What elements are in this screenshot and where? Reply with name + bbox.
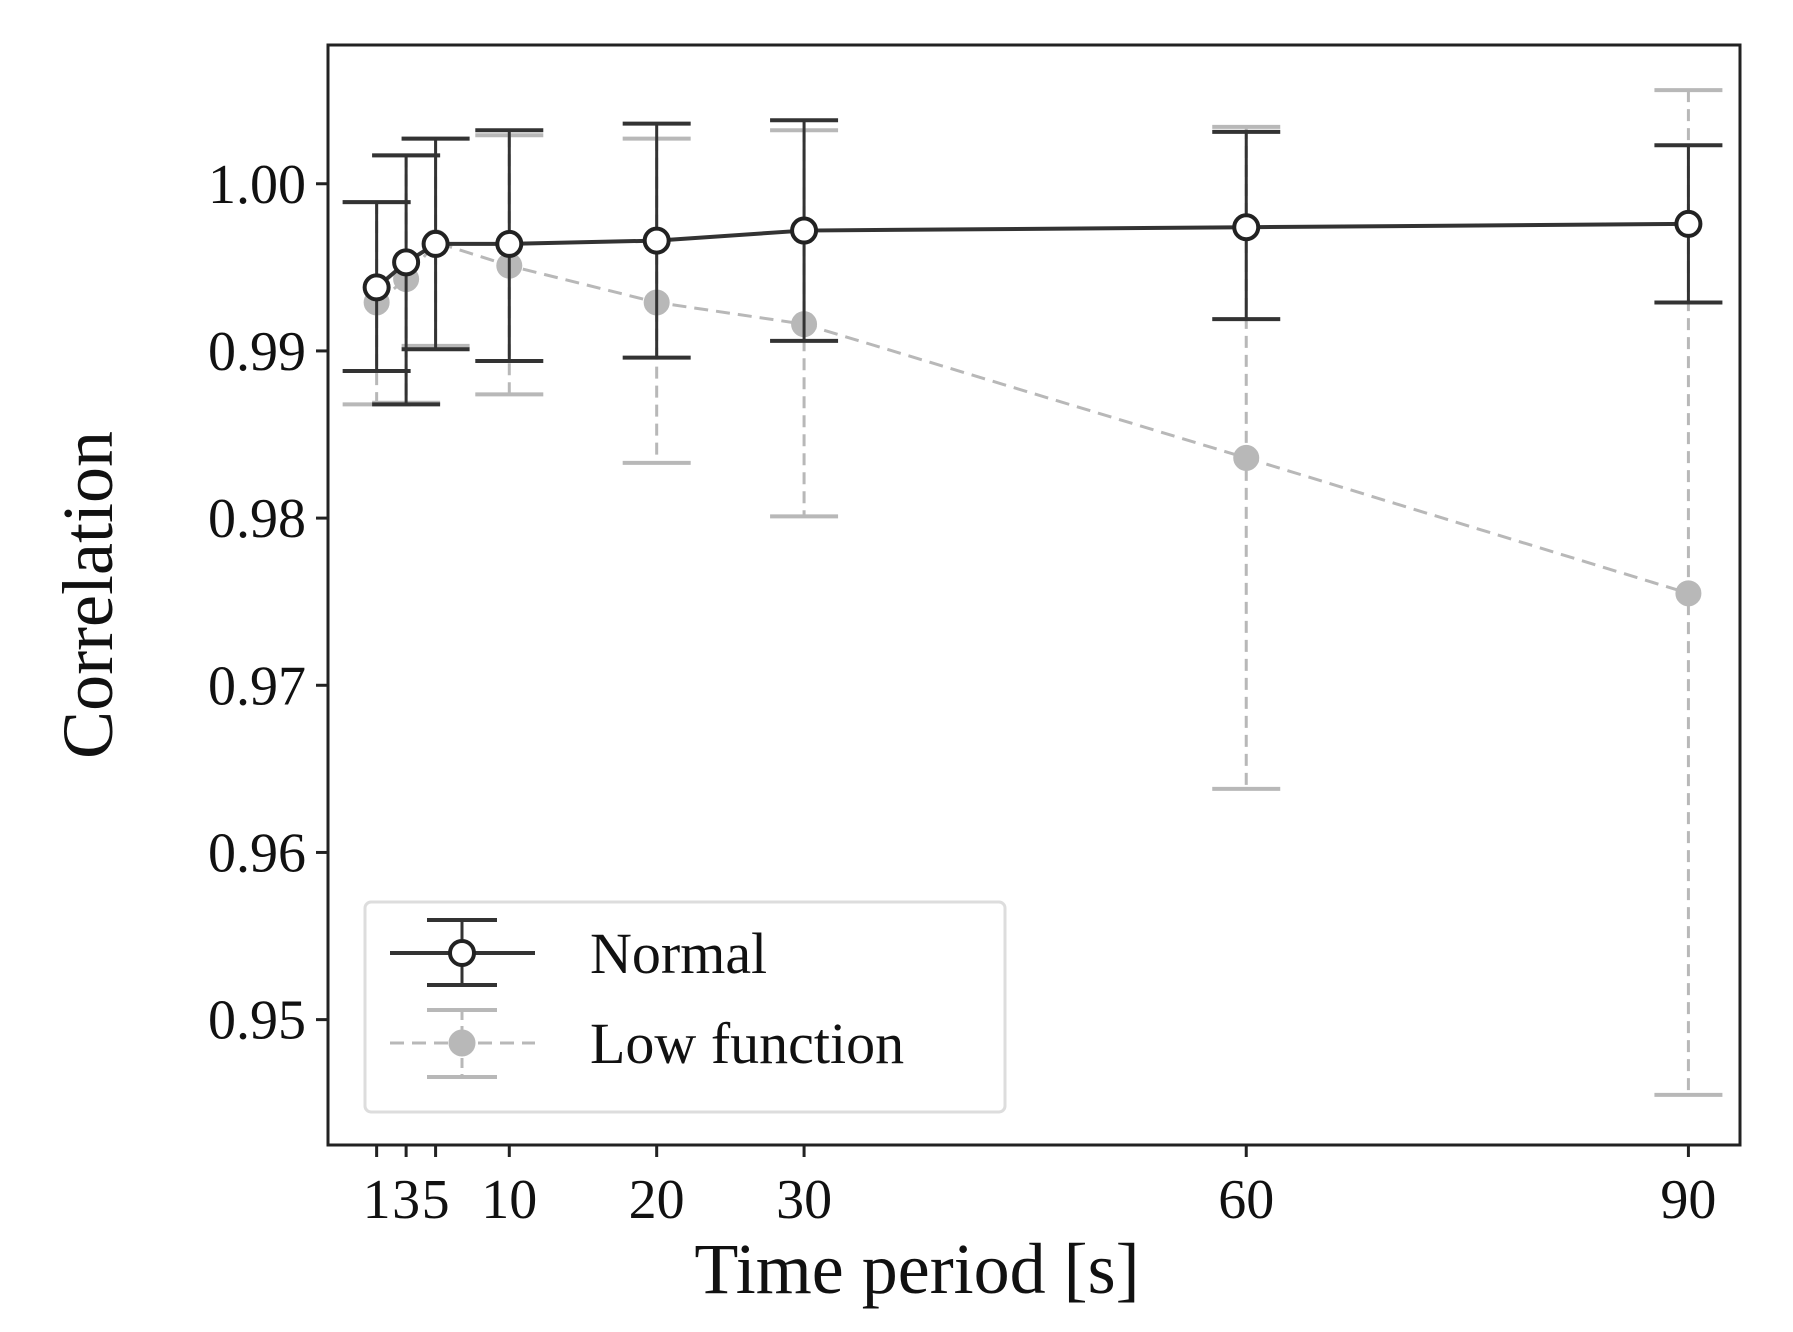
plot-frame <box>326 43 1742 1147</box>
legend-label-low-function: Low function <box>590 1011 904 1076</box>
data-point <box>362 273 391 302</box>
x-tick-label: 10 <box>481 1169 537 1231</box>
x-tick-label: 3 <box>392 1169 420 1231</box>
data-point <box>495 229 524 258</box>
data-point <box>1233 444 1260 471</box>
legend-low-marker <box>448 1029 476 1057</box>
data-point <box>642 226 671 255</box>
series-normal <box>342 118 1723 407</box>
x-tick-label: 1 <box>363 1169 391 1231</box>
legend-label-normal: Normal <box>590 921 767 986</box>
x-axis-label: Time period [s] <box>694 1229 1139 1309</box>
x-tick-label: 30 <box>776 1169 832 1231</box>
data-point <box>1675 580 1702 607</box>
data-point <box>790 216 819 245</box>
data-point <box>392 248 421 277</box>
legend-normal-marker <box>448 939 476 967</box>
y-tick-label: 0.98 <box>208 488 306 550</box>
x-tick-label: 5 <box>422 1169 450 1231</box>
data-point <box>421 229 450 258</box>
legend-entry-normal: Normal <box>390 918 767 987</box>
data-point <box>1232 213 1261 242</box>
y-tick-label: 1.00 <box>208 154 306 216</box>
y-tick-label: 0.99 <box>208 321 306 383</box>
x-tick-label: 90 <box>1660 1169 1716 1231</box>
y-tick-label: 0.95 <box>208 990 306 1052</box>
y-tick-label: 0.97 <box>208 655 306 717</box>
data-point <box>1674 209 1703 238</box>
x-tick-label: 60 <box>1218 1169 1274 1231</box>
legend-entry-low-function: Low function <box>390 1008 904 1079</box>
y-axis-label: Correlation <box>48 431 128 759</box>
legend: Normal Low function <box>363 900 1007 1114</box>
y-tick-label: 0.96 <box>208 822 306 884</box>
x-tick-label: 20 <box>629 1169 685 1231</box>
